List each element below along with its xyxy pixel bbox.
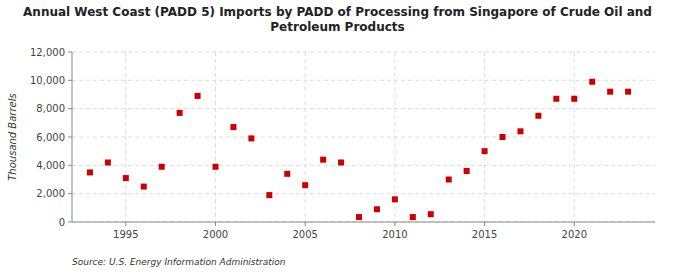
- grid-line: [72, 80, 655, 81]
- grid-line: [72, 193, 655, 194]
- grid-line: [72, 108, 655, 109]
- point: [105, 160, 111, 166]
- grid-line: [484, 52, 485, 222]
- point: [374, 206, 380, 212]
- point: [159, 164, 165, 170]
- grid-line: [72, 222, 655, 223]
- point: [410, 214, 416, 220]
- point: [302, 182, 308, 188]
- point: [141, 184, 147, 190]
- x-axis-line: [72, 222, 655, 223]
- grid: [72, 52, 655, 222]
- point: [266, 192, 272, 198]
- x-tick-label: 2000: [203, 229, 228, 240]
- point: [87, 169, 93, 175]
- grid-line: [574, 52, 575, 222]
- x-tick-label: 2010: [382, 229, 407, 240]
- y-tick-label: 0: [59, 217, 65, 228]
- tick-mark: [68, 193, 72, 194]
- tick-mark: [68, 108, 72, 109]
- y-axis-label: Thousand Barrels: [7, 93, 18, 180]
- point: [177, 110, 183, 116]
- point: [607, 89, 613, 95]
- tick-mark: [484, 222, 485, 226]
- grid-line: [125, 52, 126, 222]
- tick-mark: [68, 137, 72, 138]
- point: [284, 171, 290, 177]
- points: [87, 79, 631, 220]
- grid-line: [72, 137, 655, 138]
- grid-line: [72, 52, 655, 53]
- chart: Annual West Coast (PADD 5) Imports by PA…: [0, 0, 675, 275]
- x-tick-label: 2015: [472, 229, 497, 240]
- x-tick-label: 2020: [562, 229, 587, 240]
- tick-mark: [68, 52, 72, 53]
- tick-mark: [215, 222, 216, 226]
- point: [392, 196, 398, 202]
- point: [338, 160, 344, 166]
- y-tick-label: 8,000: [36, 103, 65, 114]
- tick-mark: [305, 222, 306, 226]
- tick-mark: [394, 222, 395, 226]
- y-tick-label: 12,000: [30, 47, 65, 58]
- tick-mark: [68, 165, 72, 166]
- point: [320, 157, 326, 163]
- grid-line: [215, 52, 216, 222]
- x-tick-label: 2005: [292, 229, 317, 240]
- point: [482, 148, 488, 154]
- y-tick-label: 6,000: [36, 132, 65, 143]
- point: [213, 164, 219, 170]
- source: Source: U.S. Energy Information Administ…: [72, 257, 286, 267]
- point: [589, 79, 595, 85]
- tick-mark: [68, 222, 72, 223]
- tick-mark: [574, 222, 575, 226]
- point: [123, 175, 129, 181]
- tick-mark: [68, 80, 72, 81]
- y-tick-label: 10,000: [30, 75, 65, 86]
- point: [571, 96, 577, 102]
- point: [446, 177, 452, 183]
- point: [248, 135, 254, 141]
- grid-line: [305, 52, 306, 222]
- x-tick-label: 1995: [113, 229, 138, 240]
- y-tick-label: 2,000: [36, 188, 65, 199]
- y-tick-label: 4,000: [36, 160, 65, 171]
- point: [500, 134, 506, 140]
- point: [230, 124, 236, 130]
- point: [535, 113, 541, 119]
- title: Annual West Coast (PADD 5) Imports by PA…: [23, 5, 652, 34]
- point: [464, 168, 470, 174]
- point: [195, 93, 201, 99]
- tick-mark: [125, 222, 126, 226]
- point: [625, 89, 631, 95]
- point: [428, 211, 434, 217]
- point: [356, 214, 362, 220]
- point: [553, 96, 559, 102]
- point: [517, 128, 523, 134]
